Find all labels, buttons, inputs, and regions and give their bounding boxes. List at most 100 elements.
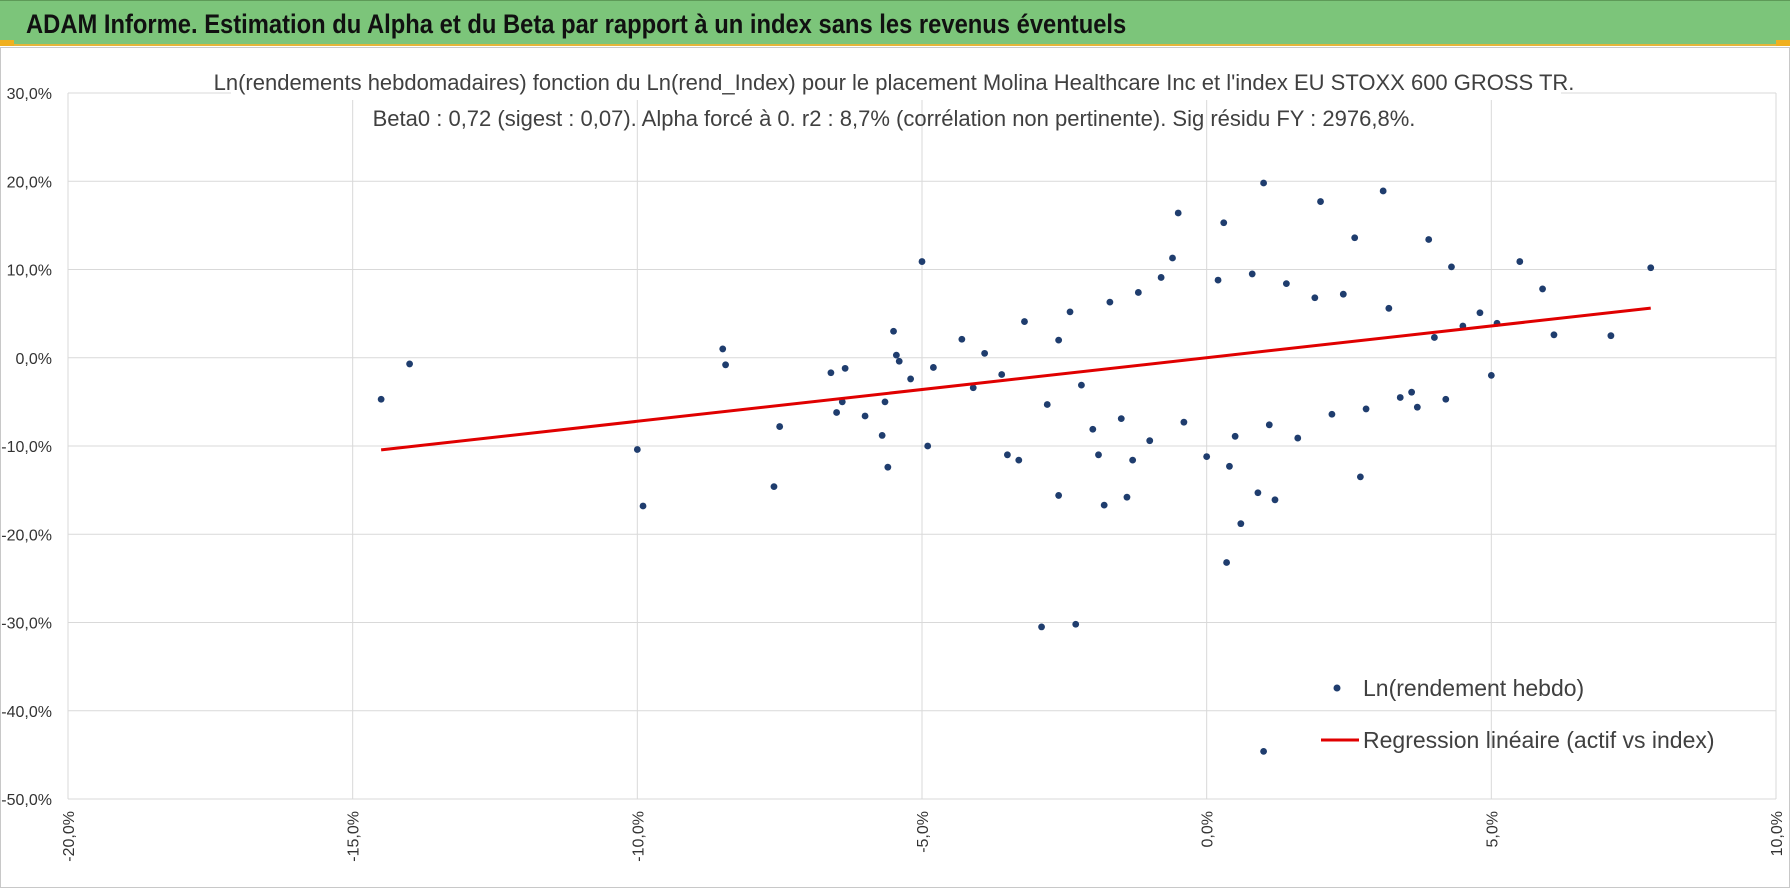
data-point xyxy=(1078,381,1085,389)
report-banner: ADAM Informe. Estimation du Alpha et du … xyxy=(0,0,1790,46)
data-point xyxy=(1396,394,1404,401)
data-point xyxy=(981,349,989,357)
y-tick-label: 0,0% xyxy=(16,351,52,368)
x-tick-label: -10,0% xyxy=(630,811,647,862)
chart-title: Ln(rendements hebdomadaires) fonction du… xyxy=(214,70,1575,95)
title-layer: Ln(rendements hebdomadaires) fonction du… xyxy=(214,66,1575,131)
data-point xyxy=(1413,403,1421,411)
data-point xyxy=(1248,270,1256,278)
data-point xyxy=(1311,294,1319,302)
data-point xyxy=(1351,234,1359,242)
data-point xyxy=(1260,747,1267,755)
y-tick-label: 10,0% xyxy=(7,263,52,280)
data-point xyxy=(1055,336,1063,344)
y-tick-label: -10,0% xyxy=(1,439,52,456)
data-point xyxy=(633,446,641,453)
data-point xyxy=(1362,405,1370,413)
data-point xyxy=(1516,258,1524,265)
y-tick-label: -50,0% xyxy=(1,792,52,809)
data-point xyxy=(1476,309,1484,317)
data-point xyxy=(1448,263,1455,271)
data-point xyxy=(1043,401,1051,408)
banner-corner-right xyxy=(1776,40,1790,46)
data-point xyxy=(1431,334,1438,341)
data-point xyxy=(1134,289,1142,296)
data-point xyxy=(884,463,892,471)
data-point xyxy=(1004,451,1011,459)
data-point xyxy=(377,395,385,403)
chart-title-background xyxy=(231,66,1561,100)
report-title: ADAM Informe. Estimation du Alpha et du … xyxy=(26,9,1127,39)
data-point xyxy=(1328,410,1336,418)
data-point xyxy=(861,412,869,420)
data-point xyxy=(892,351,900,359)
x-tick-label: -20,0% xyxy=(61,811,78,862)
legend-label-regression: Regression linéaire (actif vs index) xyxy=(1363,727,1715,753)
data-point xyxy=(1129,456,1137,464)
data-point xyxy=(833,409,840,416)
banner-corner-left xyxy=(0,40,14,46)
x-tick-label: -15,0% xyxy=(346,811,363,862)
data-point xyxy=(1607,332,1615,340)
data-point xyxy=(958,335,966,343)
data-point xyxy=(1021,318,1028,325)
data-point xyxy=(1408,388,1416,396)
data-point xyxy=(924,442,932,450)
data-point xyxy=(1231,432,1239,440)
data-point xyxy=(1487,372,1495,379)
y-tick-label: 30,0% xyxy=(7,86,52,103)
data-point xyxy=(1226,462,1233,470)
data-point xyxy=(1282,280,1290,288)
data-point xyxy=(1117,415,1125,423)
x-axis-ticks: -20,0% -15,0% -10,0% -5,0% 0,0% 5,0% 10,0% xyxy=(61,811,1786,862)
data-point xyxy=(719,345,727,353)
data-point xyxy=(1220,219,1228,227)
y-tick-label: -20,0% xyxy=(1,527,52,544)
data-point xyxy=(1425,236,1433,243)
grid-layer xyxy=(67,92,1777,800)
data-point xyxy=(639,502,647,510)
data-point xyxy=(1647,264,1655,272)
data-point xyxy=(1442,395,1450,403)
x-tick-label: 10,0% xyxy=(1769,811,1786,856)
data-point xyxy=(722,361,729,369)
data-point xyxy=(1100,501,1108,509)
data-point xyxy=(1339,290,1347,298)
data-point xyxy=(1356,473,1364,481)
data-point xyxy=(1015,456,1023,464)
chart-subtitle: Beta0 : 0,72 (sigest : 0,07). Alpha forc… xyxy=(373,106,1416,131)
y-tick-label: -30,0% xyxy=(1,616,52,633)
data-point xyxy=(1254,489,1262,497)
data-point xyxy=(918,258,926,265)
x-tick-label: -5,0% xyxy=(915,811,932,853)
scatter-chart: Ln(rendements hebdomadaires) fonction du… xyxy=(1,66,1786,862)
data-point xyxy=(969,384,977,392)
data-point xyxy=(1106,298,1114,306)
data-point xyxy=(1539,285,1546,293)
regression-layer xyxy=(380,306,1651,452)
data-point xyxy=(776,423,784,430)
data-point xyxy=(1260,179,1267,187)
data-point xyxy=(1203,453,1211,460)
data-point xyxy=(890,327,897,335)
data-point xyxy=(1180,418,1188,426)
data-point xyxy=(929,364,937,371)
data-point xyxy=(1146,437,1154,445)
x-tick-label: 0,0% xyxy=(1200,811,1217,847)
y-tick-label: -40,0% xyxy=(1,704,52,721)
data-point xyxy=(406,360,413,368)
data-point xyxy=(1157,274,1165,281)
data-point xyxy=(1095,451,1102,459)
x-tick-label: 5,0% xyxy=(1484,811,1501,847)
data-point xyxy=(1072,620,1080,628)
data-point xyxy=(1214,276,1222,284)
data-point xyxy=(1174,209,1182,217)
data-point xyxy=(1089,425,1097,433)
data-point xyxy=(878,432,886,439)
data-point xyxy=(1237,520,1245,528)
data-point xyxy=(827,369,835,377)
data-point xyxy=(841,364,849,372)
scatter-points xyxy=(377,179,1655,755)
data-point xyxy=(1169,254,1176,262)
data-point xyxy=(1123,493,1131,501)
